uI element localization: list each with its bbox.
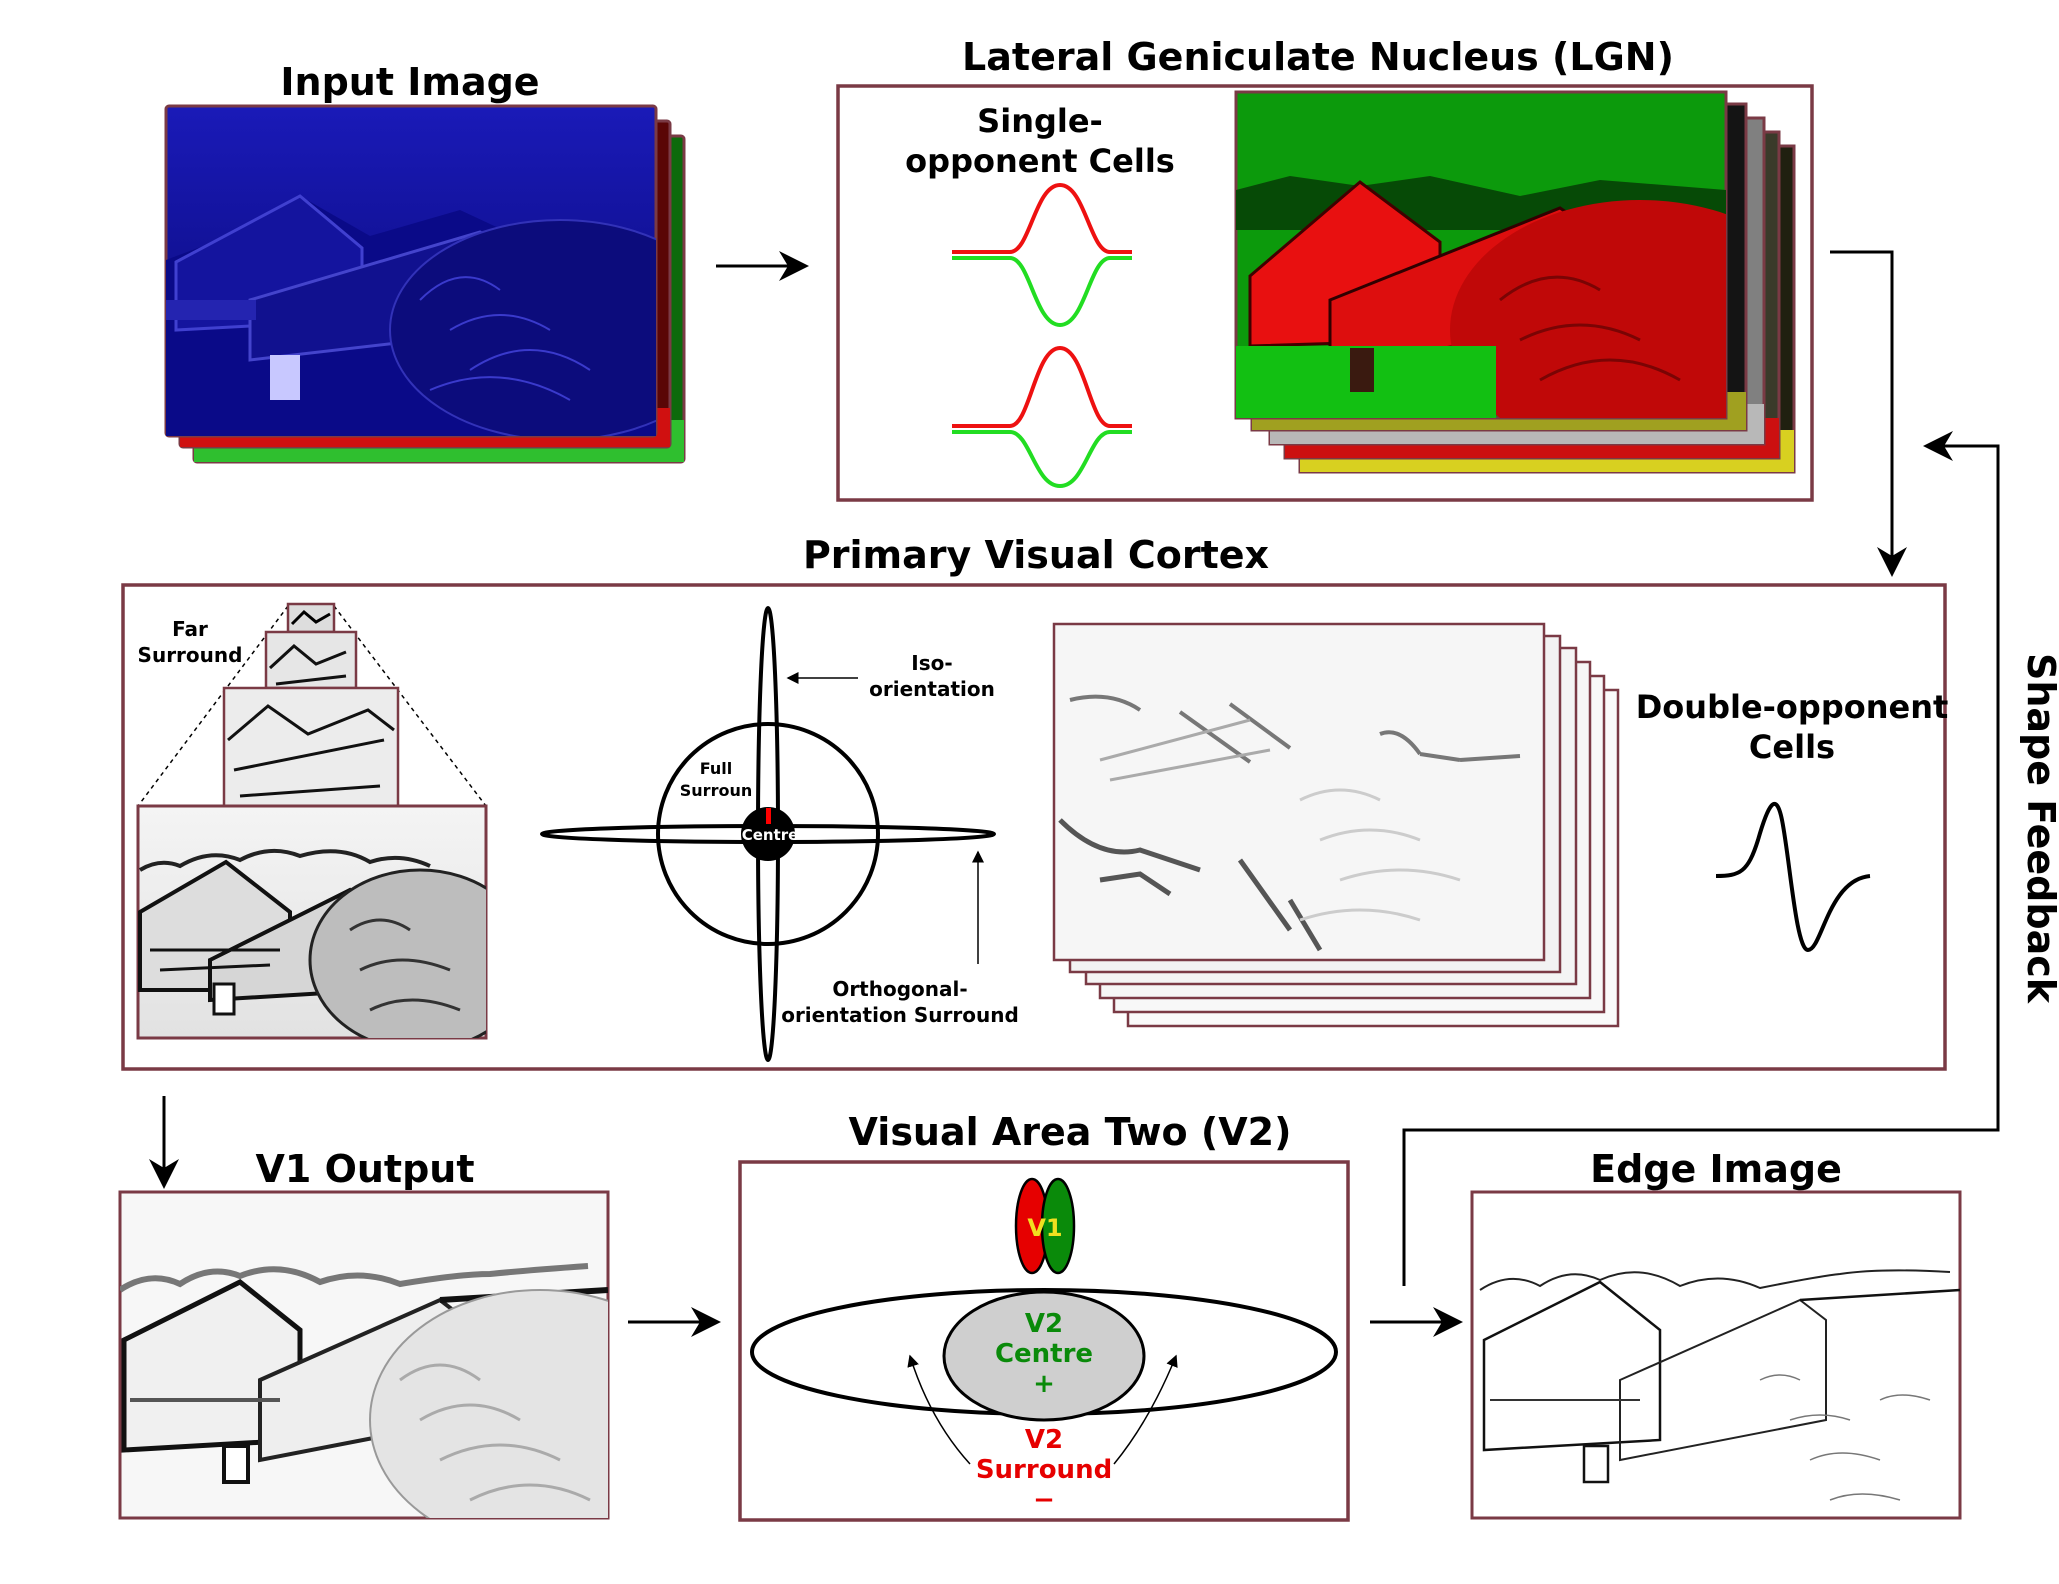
shape-feedback-label: Shape Feedback	[2019, 653, 2059, 1004]
lgn-image-stack	[1234, 90, 1796, 474]
v2-centre-label-line1: V2	[1025, 1309, 1063, 1339]
red-on-curve-1	[952, 182, 1132, 254]
lgn-box	[836, 84, 1814, 502]
v1-title: Primary Visual Cortex	[803, 533, 1269, 577]
do-layer-1	[1052, 622, 1546, 962]
double-opponent-label-line1: Double-opponent	[1636, 688, 1949, 726]
input-image-title: Input Image	[280, 60, 539, 104]
single-opponent-label-line1: Single-	[977, 102, 1103, 140]
far-surround-pyramid	[136, 602, 488, 1040]
barn-landscape-photo-icon	[166, 194, 656, 436]
arrow-lgn-to-v1	[1830, 250, 1907, 577]
double-opponent-image-stack	[1052, 622, 1620, 1028]
green-off-curve-2	[952, 430, 1132, 489]
v2-surround-label-line3: −	[1033, 1485, 1055, 1515]
v1-subunit-label: V1	[1027, 1214, 1062, 1242]
v1-output-title: V1 Output	[255, 1147, 474, 1191]
double-opponent-label-line2: Cells	[1749, 728, 1835, 766]
edge-image-frame	[1470, 1190, 1962, 1520]
edge-image-title: Edge Image	[1590, 1147, 1842, 1191]
barn-landscape-photo-icon	[1479, 1269, 1960, 1501]
v2-surround-pointer-right	[1113, 1354, 1178, 1465]
far-surround-label-line2: Surround	[138, 643, 243, 667]
red-on-curve-2	[952, 345, 1132, 428]
barn-landscape-photo-icon	[1236, 176, 1726, 418]
input-image-stack	[164, 104, 686, 464]
centre-red-bar	[766, 808, 771, 824]
shape-feedback-line	[1402, 431, 2000, 1286]
v2-centre-label-line2: Centre	[995, 1339, 1093, 1369]
v2-surround-pointer-left	[907, 1354, 971, 1465]
centre-label: Centre	[742, 826, 799, 844]
iso-orientation-label-line1: Iso-	[911, 651, 952, 675]
full-surround-label-line2: Surroun	[680, 781, 752, 800]
orthogonal-label-line1: Orthogonal-	[832, 977, 967, 1001]
full-surround-label-line1: Full	[700, 759, 733, 778]
centre-disc	[741, 807, 795, 861]
v2-surround-label-line1: V2	[1025, 1425, 1063, 1455]
full-surround-circle	[656, 722, 880, 946]
v1-box	[121, 583, 1947, 1071]
green-off-curve-1	[952, 256, 1132, 328]
v2-centre-ellipse	[942, 1290, 1146, 1422]
barn-landscape-photo-icon	[120, 1263, 608, 1518]
v2-title: Visual Area Two (V2)	[849, 1110, 1292, 1154]
pyramid-level-2	[222, 686, 400, 808]
v2-centre-label-line3: +	[1033, 1369, 1055, 1399]
single-opponent-label-line2: opponent Cells	[905, 142, 1175, 180]
iso-orientation-label-line2: orientation	[869, 677, 995, 701]
v2-box	[738, 1160, 1350, 1522]
single-opponent-curve-icon	[952, 182, 1132, 489]
surround-modulation-diagram	[540, 606, 996, 1062]
far-surround-label-line1: Far	[172, 617, 208, 641]
double-opponent-curve-icon	[1715, 802, 1871, 953]
v1-green-subunit	[1040, 1177, 1076, 1275]
v2-surround-label-line2: Surround	[976, 1455, 1112, 1485]
lgn-title: Lateral Geniculate Nucleus (LGN)	[962, 35, 1674, 79]
orthogonal-label-line2: orientation Surround	[781, 1003, 1019, 1027]
